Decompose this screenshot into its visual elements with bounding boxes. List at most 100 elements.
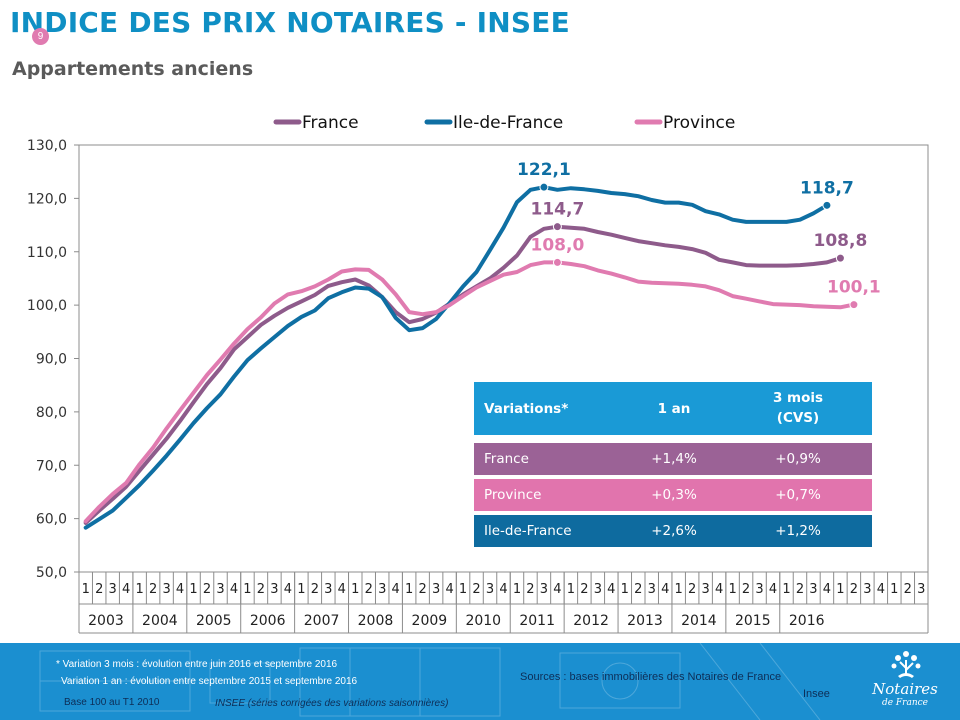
x-tick-label: 2: [526, 582, 534, 597]
x-tick-label: 2: [95, 582, 103, 597]
legend-label: Ile-de-France: [453, 113, 563, 133]
x-tick-label: 3: [917, 582, 925, 597]
x-tick-label: 4: [122, 582, 130, 597]
data-point: [835, 253, 845, 263]
x-tick-label: 1: [189, 582, 197, 597]
table-header-row: Variations* 1 an 3 mois (CVS): [474, 382, 872, 435]
year-label: 2007: [304, 613, 340, 629]
legend-label: France: [302, 113, 359, 133]
logo-text: Notaires: [872, 680, 938, 698]
row-label: Province: [484, 487, 542, 503]
header-variations: Variations*: [484, 400, 569, 417]
x-tick-label: 4: [877, 582, 885, 597]
x-tick-label: 1: [243, 582, 251, 597]
y-tick-label: 70,0: [36, 458, 67, 474]
data-label: 108,0: [531, 235, 585, 255]
x-tick-label: 2: [311, 582, 319, 597]
sources-line: Sources : bases immobilières des Notaire…: [520, 671, 782, 683]
year-label: 2003: [88, 613, 124, 629]
x-tick-label: 2: [796, 582, 804, 597]
row-one-year: +1,4%: [651, 451, 697, 467]
row-one-year: +0,3%: [651, 487, 697, 503]
x-tick-label: 1: [351, 582, 359, 597]
table-row-ile-de-france: Ile-de-France +2,6% +1,2%: [474, 515, 872, 547]
x-tick-label: 1: [728, 582, 736, 597]
x-tick-label: 4: [338, 582, 346, 597]
series-line: [83, 185, 829, 530]
footer-bar: [0, 643, 960, 720]
page-number-badge: 9: [32, 28, 49, 45]
row-three-months: +0,7%: [775, 487, 821, 503]
row-three-months: +1,2%: [775, 523, 821, 539]
x-tick-label: 1: [782, 582, 790, 597]
footnote-3-months: * Variation 3 mois : évolution entre jui…: [56, 659, 338, 670]
year-label: 2006: [250, 613, 286, 629]
x-tick-label: 3: [702, 582, 710, 597]
data-point: [552, 257, 562, 267]
x-tick-label: 1: [513, 582, 521, 597]
x-tick-label: 3: [594, 582, 602, 597]
x-tick-label: 3: [432, 582, 440, 597]
y-tick-label: 100,0: [27, 298, 67, 314]
x-tick-label: 2: [472, 582, 480, 597]
x-tick-label: 1: [405, 582, 413, 597]
x-tick-label: 4: [499, 582, 507, 597]
legend-label: Province: [663, 113, 735, 133]
year-label: 2016: [789, 613, 825, 629]
y-tick-label: 80,0: [36, 405, 67, 421]
x-tick-label: 3: [648, 582, 656, 597]
footnote-1-year: Variation 1 an : évolution entre septemb…: [61, 676, 358, 687]
x-tick-label: 3: [216, 582, 224, 597]
x-tick-label: 4: [553, 582, 561, 597]
data-label: 114,7: [531, 200, 585, 220]
variations-table: Variations* 1 an 3 mois (CVS) France +1,…: [474, 382, 872, 551]
logo-subtext: de France: [881, 698, 929, 708]
y-tick-label: 50,0: [36, 565, 67, 581]
x-tick-label: 1: [890, 582, 898, 597]
x-tick-label: 3: [809, 582, 817, 597]
x-tick-label: 4: [715, 582, 723, 597]
x-tick-label: 4: [230, 582, 238, 597]
x-tick-label: 4: [284, 582, 292, 597]
insee-note: INSEE (séries corrigées des variations s…: [215, 698, 449, 709]
x-tick-label: 3: [863, 582, 871, 597]
header-one-year: 1 an: [657, 400, 691, 417]
data-label: 100,1: [827, 278, 881, 298]
x-tick-label: 3: [755, 582, 763, 597]
x-tick-label: 1: [621, 582, 629, 597]
data-label: 108,8: [814, 231, 868, 251]
x-tick-label: 2: [850, 582, 858, 597]
blueprint-background: [39, 643, 821, 720]
page-subtitle: Appartements anciens: [12, 58, 254, 80]
x-tick-label: 2: [257, 582, 265, 597]
data-label: 118,7: [800, 178, 854, 198]
x-tick-label: 4: [176, 582, 184, 597]
data-point: [849, 300, 859, 310]
x-tick-label: 3: [109, 582, 117, 597]
year-label: 2008: [358, 613, 394, 629]
x-tick-label: 4: [769, 582, 777, 597]
x-tick-label: 1: [567, 582, 575, 597]
year-label: 2014: [681, 613, 717, 629]
x-tick-label: 4: [607, 582, 615, 597]
x-tick-label: 2: [580, 582, 588, 597]
base-note: Base 100 au T1 2010: [64, 697, 160, 708]
x-tick-label: 2: [149, 582, 157, 597]
x-tick-label: 3: [486, 582, 494, 597]
sources-insee: Insee: [803, 688, 830, 700]
x-tick-label: 2: [742, 582, 750, 597]
year-label: 2004: [142, 613, 178, 629]
x-tick-label: 3: [378, 582, 386, 597]
table-row-province: Province +0,3% +0,7%: [474, 479, 872, 511]
price-index-chart: 50,0 60,0 70,0 80,0 90,0 100,0 110,0 120,0 130,0…: [27, 113, 929, 634]
x-tick-label: 4: [392, 582, 400, 597]
year-label: 2013: [627, 613, 663, 629]
y-tick-label: 110,0: [27, 245, 67, 261]
data-label: 122,1: [517, 160, 571, 180]
year-label: 2009: [412, 613, 448, 629]
data-point: [552, 222, 562, 232]
x-tick-label: 4: [661, 582, 669, 597]
row-three-months: +0,9%: [775, 451, 821, 467]
data-point: [822, 200, 832, 210]
x-tick-label: 1: [82, 582, 90, 597]
